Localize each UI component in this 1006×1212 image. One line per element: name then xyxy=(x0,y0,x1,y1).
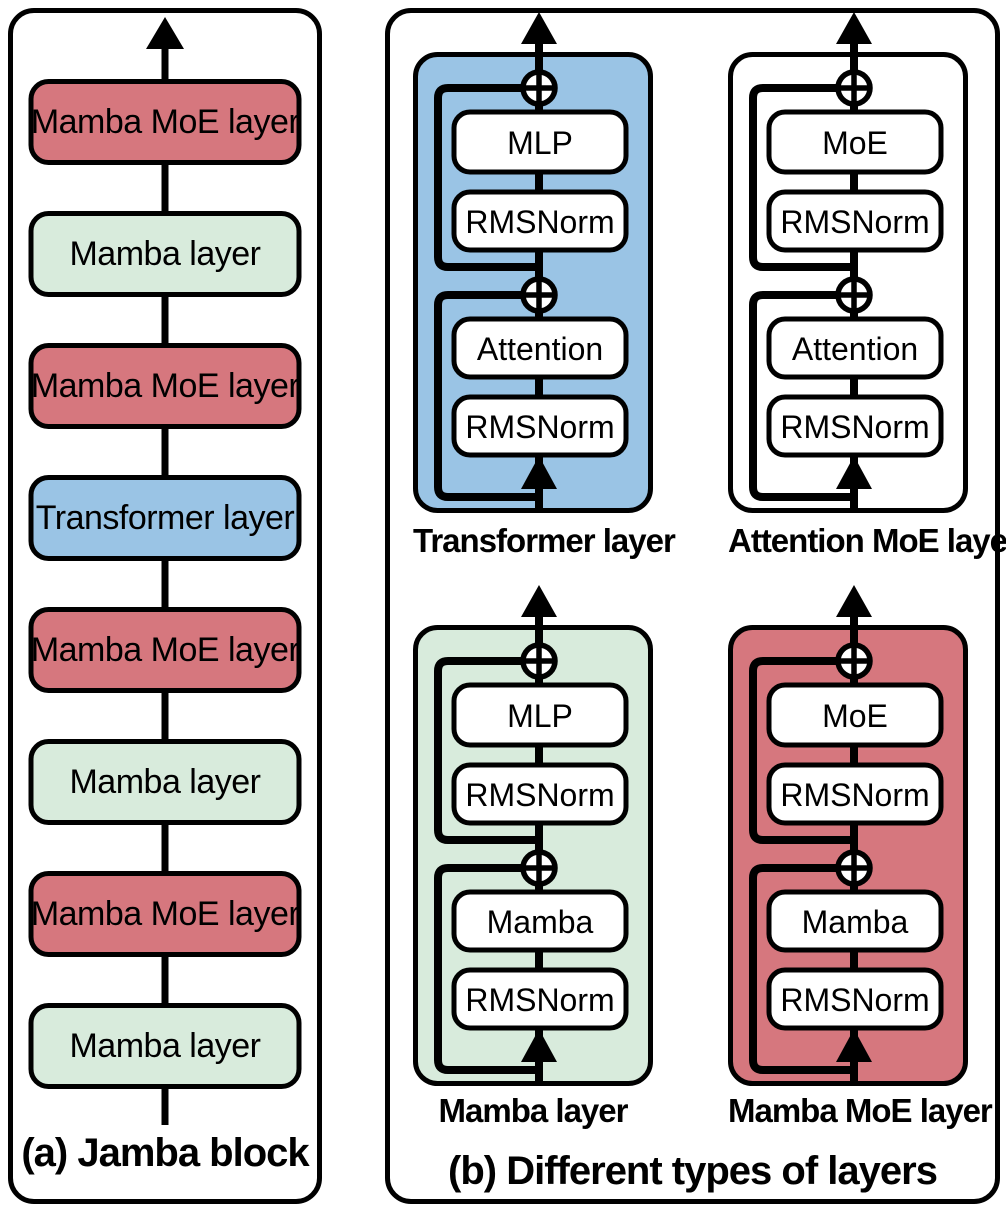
block-rmsnorm xyxy=(451,189,629,253)
block-rmsnorm xyxy=(451,394,629,458)
block-label: RMSNorm xyxy=(780,409,929,445)
stack-layer-mamba-3: Mamba layer xyxy=(28,1003,302,1089)
stack-flow-line xyxy=(161,43,169,1125)
stack-layer-mamba-2: Mamba layer xyxy=(28,739,302,825)
residual-skip-line xyxy=(749,291,854,501)
residual-add-icon xyxy=(835,69,873,107)
residual-add-icon xyxy=(520,642,558,680)
block-label: MoE xyxy=(822,125,888,161)
block-label: Mamba xyxy=(487,904,594,940)
block-label: MLP xyxy=(507,698,573,734)
residual-add-icon xyxy=(835,642,873,680)
subfig-title-mamba-moe: Mamba MoE layer xyxy=(728,1092,993,1129)
block-label: Attention xyxy=(792,331,918,367)
output-arrow-icon xyxy=(836,585,872,617)
layer-label: Mamba layer xyxy=(69,1026,261,1065)
panel-b-caption: (b) Different types of layers xyxy=(448,1149,938,1193)
layer-label: Mamba layer xyxy=(69,234,261,273)
block-rmsnorm xyxy=(766,762,944,826)
subfig-mamba-layer: MLP RMSNorm Mamba RMSNorm xyxy=(413,585,653,1086)
block-label: RMSNorm xyxy=(780,204,929,240)
residual-add-icon xyxy=(520,849,558,887)
block-rmsnorm xyxy=(766,189,944,253)
block-label: Mamba xyxy=(802,904,909,940)
panel-layer-types: MLP RMSNorm Attention RMSNorm MoE RMSNor… xyxy=(385,8,1006,1204)
block-mamba xyxy=(766,889,944,953)
residual-add-icon xyxy=(835,276,873,314)
subfig-attention-moe-layer: MoE RMSNorm Attention RMSNorm xyxy=(728,12,968,513)
block-label: RMSNorm xyxy=(465,409,614,445)
panel-jamba-block: Mamba MoE layer Mamba layer Mamba MoE la… xyxy=(8,8,322,1204)
block-mlp xyxy=(451,109,629,175)
output-arrow-icon xyxy=(146,17,184,49)
block-attention xyxy=(451,316,629,380)
stack-layer-mamba-moe-1: Mamba MoE layer xyxy=(28,79,302,165)
stack-layer-mamba-moe-3: Mamba MoE layer xyxy=(28,607,302,693)
residual-add-icon xyxy=(520,276,558,314)
output-arrow-icon xyxy=(836,12,872,44)
residual-skip-line xyxy=(749,864,854,1074)
block-label: RMSNorm xyxy=(465,982,614,1018)
panel-a-caption: (a) Jamba block xyxy=(21,1131,309,1175)
layer-label: Mamba MoE layer xyxy=(30,894,300,933)
block-mamba xyxy=(451,889,629,953)
residual-add-icon xyxy=(520,69,558,107)
subfig-transformer-layer: MLP RMSNorm Attention RMSNorm xyxy=(413,12,653,513)
block-rmsnorm xyxy=(766,394,944,458)
block-label: RMSNorm xyxy=(465,777,614,813)
input-arrow-icon xyxy=(521,456,557,489)
residual-skip-line xyxy=(434,657,539,844)
subfig-title-attention-moe: Attention MoE layer xyxy=(728,522,1006,559)
block-label: MLP xyxy=(507,125,573,161)
block-rmsnorm xyxy=(451,762,629,826)
layer-label: Mamba MoE layer xyxy=(30,102,300,141)
block-rmsnorm xyxy=(451,967,629,1031)
residual-skip-line xyxy=(434,291,539,501)
block-rmsnorm xyxy=(766,967,944,1031)
layer-label: Mamba layer xyxy=(69,762,261,801)
stack-layer-mamba-moe-2: Mamba MoE layer xyxy=(28,343,302,429)
block-moe xyxy=(766,682,944,748)
residual-skip-line xyxy=(749,84,854,271)
subfig-title-mamba: Mamba layer xyxy=(438,1092,629,1129)
stack-layer-mamba-1: Mamba layer xyxy=(28,211,302,297)
layer-label: Mamba MoE layer xyxy=(30,366,300,405)
block-label: RMSNorm xyxy=(780,982,929,1018)
residual-skip-line xyxy=(434,84,539,271)
input-arrow-icon xyxy=(836,1029,872,1062)
output-arrow-icon xyxy=(521,12,557,44)
input-arrow-icon xyxy=(836,456,872,489)
subfig-title-transformer: Transformer layer xyxy=(413,522,676,559)
stack-layer-transformer: Transformer layer xyxy=(28,475,302,561)
block-mlp xyxy=(451,682,629,748)
residual-skip-line xyxy=(749,657,854,844)
block-label: RMSNorm xyxy=(780,777,929,813)
block-label: MoE xyxy=(822,698,888,734)
layer-label: Mamba MoE layer xyxy=(30,630,300,669)
stack-layer-mamba-moe-4: Mamba MoE layer xyxy=(28,871,302,957)
block-label: Attention xyxy=(477,331,603,367)
residual-add-icon xyxy=(835,849,873,887)
block-moe xyxy=(766,109,944,175)
output-arrow-icon xyxy=(521,585,557,617)
block-label: RMSNorm xyxy=(465,204,614,240)
residual-skip-line xyxy=(434,864,539,1074)
layer-label: Transformer layer xyxy=(35,498,295,537)
block-attention xyxy=(766,316,944,380)
subfig-mamba-moe-layer: MoE RMSNorm Mamba RMSNorm xyxy=(728,585,968,1086)
input-arrow-icon xyxy=(521,1029,557,1062)
